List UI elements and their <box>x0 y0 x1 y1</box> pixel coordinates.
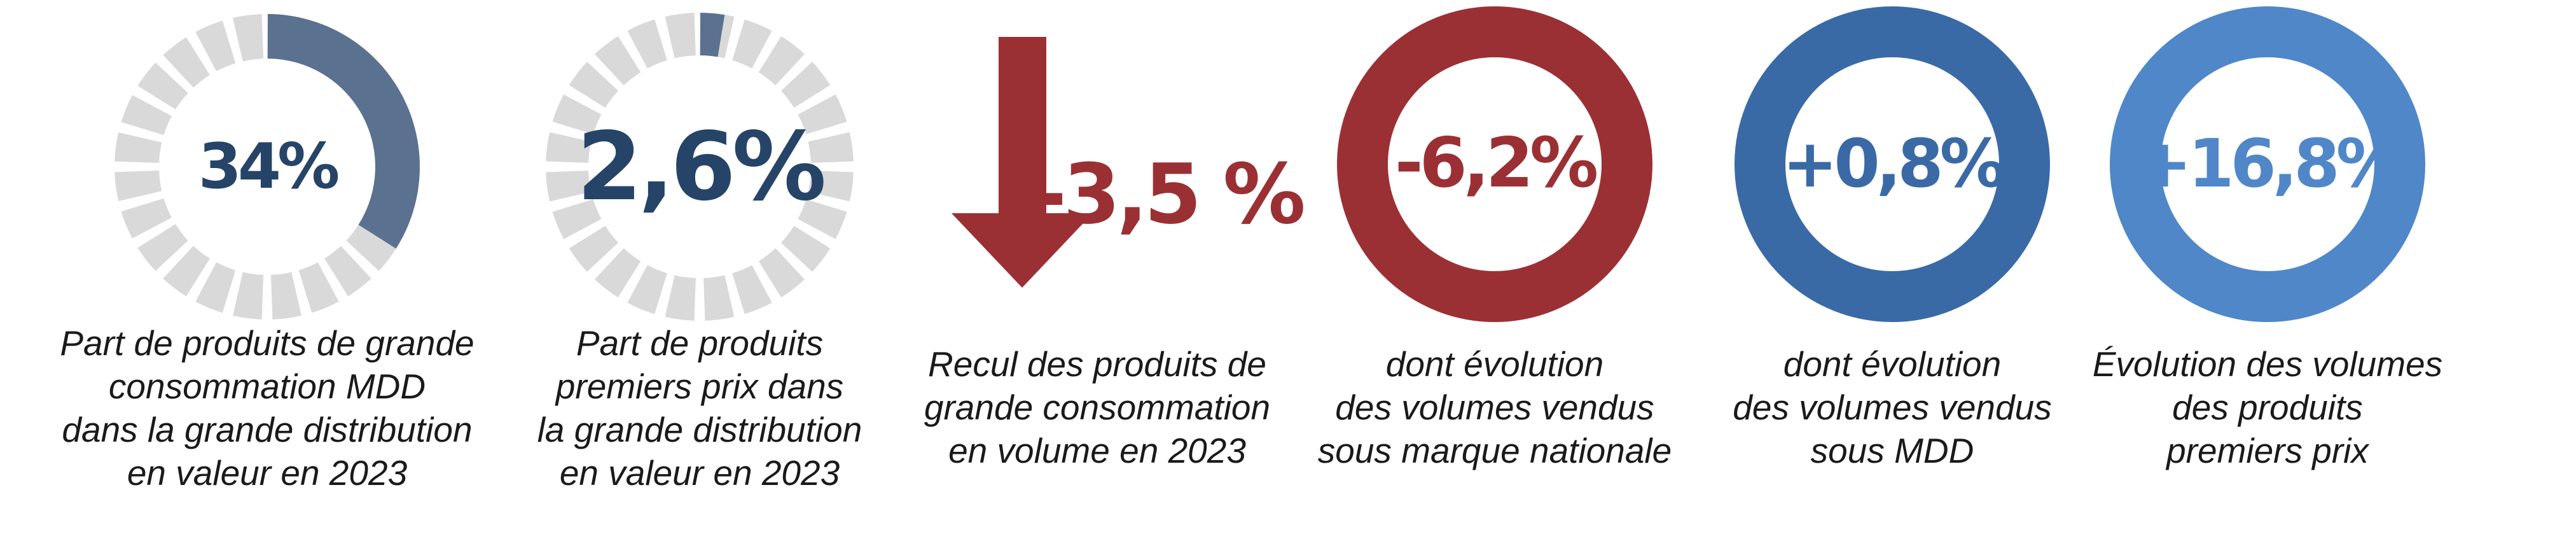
volume-decline-caption: Recul des produits de grande consommatio… <box>924 342 1270 472</box>
caption-line: consommation MDD <box>108 367 426 406</box>
mdd-share-segment <box>270 272 301 320</box>
first-price-share-segment <box>627 265 667 314</box>
mdd-share-segment <box>121 95 172 136</box>
caption-line: en valeur en 2023 <box>127 453 408 493</box>
first-price-share-segment <box>594 36 641 85</box>
caption-line: en valeur en 2023 <box>559 453 840 493</box>
first-price-share-segment <box>732 19 772 69</box>
first-price-share-segment <box>665 275 696 321</box>
first-price-share-segment <box>569 225 618 272</box>
caption-line: dont évolution <box>1783 344 2002 384</box>
national-brand-ring <box>1337 6 1652 322</box>
first-price-share-segment <box>798 94 847 134</box>
caption-line: Recul des produits de <box>928 344 1266 384</box>
down-arrow-icon <box>952 37 1093 288</box>
first-price-share-segment <box>594 248 641 298</box>
mdd-share-caption: Part de produits de grande consommation … <box>60 321 474 495</box>
mdd-share-segment <box>233 14 264 62</box>
first-price-share-segment <box>732 265 772 314</box>
first-price-share-segment <box>758 248 805 298</box>
first-price-share-segment <box>552 94 602 134</box>
caption-line: sous MDD <box>1810 431 1974 470</box>
mdd-share-segment <box>163 246 210 297</box>
first-price-volume-value: +16,8% <box>2136 125 2402 202</box>
first-price-share-segment <box>798 199 847 239</box>
caption-line: des volumes vendus <box>1335 388 1654 427</box>
mdd-share-segment <box>137 62 188 109</box>
caption-line: Part de produits de grande <box>60 323 474 363</box>
mdd-share-value: 34% <box>198 130 340 203</box>
first-price-share-segment <box>781 225 831 272</box>
first-price-share-segment <box>546 171 592 202</box>
national-brand-volume-caption: dont évolution des volumes vendus sous m… <box>1318 342 1672 472</box>
mdd-volume-caption: dont évolution des volumes vendus sous M… <box>1733 342 2051 472</box>
first-price-share-segment <box>703 275 735 321</box>
first-price-volume-ring <box>2110 6 2425 322</box>
caption-line: sous marque nationale <box>1317 431 1672 470</box>
first-price-share-caption: Part de produits premiers prix dans la g… <box>537 321 862 495</box>
caption-line: dont évolution <box>1385 344 1604 384</box>
caption-line: Part de produits <box>576 323 824 363</box>
mdd-volume-value: +0,8% <box>1782 125 2006 202</box>
caption-line: grande consommation <box>924 388 1271 427</box>
mdd-share-segment <box>137 224 188 271</box>
first-price-share-value: 2,6% <box>576 112 826 221</box>
volume-decline-value: -3,5 % <box>1032 146 1306 242</box>
mdd-share-segment <box>121 198 172 239</box>
first-price-share-segment <box>627 19 667 69</box>
mdd-share-segment <box>324 246 371 297</box>
first-price-share-segment <box>552 199 602 239</box>
first-price-share-segment <box>808 171 854 202</box>
first-price-share-value-arc <box>700 13 725 57</box>
caption-line: des volumes vendus <box>1733 388 2052 427</box>
mdd-volume-ring <box>1735 6 2050 322</box>
caption-line: des produits <box>2172 388 2363 427</box>
caption-line: premiers prix <box>2166 431 2369 470</box>
caption-line: en volume en 2023 <box>948 431 1246 470</box>
mdd-share-segment <box>233 272 264 320</box>
first-price-share-segment <box>758 36 805 85</box>
first-price-share-segment <box>546 132 592 163</box>
mdd-share-segment <box>163 37 210 88</box>
mdd-share-segment <box>114 170 162 201</box>
first-price-share-segment <box>808 132 854 163</box>
caption-line: premiers prix dans <box>555 367 844 406</box>
mdd-share-segment <box>195 20 236 71</box>
first-price-share-segment <box>569 61 618 108</box>
national-brand-volume-value: -6,2% <box>1394 123 1598 203</box>
mdd-share-segment <box>346 224 397 271</box>
caption-line: Évolution des volumes <box>2092 344 2443 384</box>
mdd-share-segment <box>298 262 339 313</box>
caption-line: la grande distribution <box>537 410 862 449</box>
mdd-share-value-arc <box>267 14 420 249</box>
mdd-share-segment <box>195 262 236 313</box>
first-price-share-segment <box>665 13 696 59</box>
mdd-share-segment <box>114 132 162 164</box>
caption-line: dans la grande distribution <box>62 410 473 449</box>
first-price-share-segment <box>781 61 831 108</box>
first-price-volume-caption: Évolution des volumes des produits premi… <box>2093 342 2442 472</box>
